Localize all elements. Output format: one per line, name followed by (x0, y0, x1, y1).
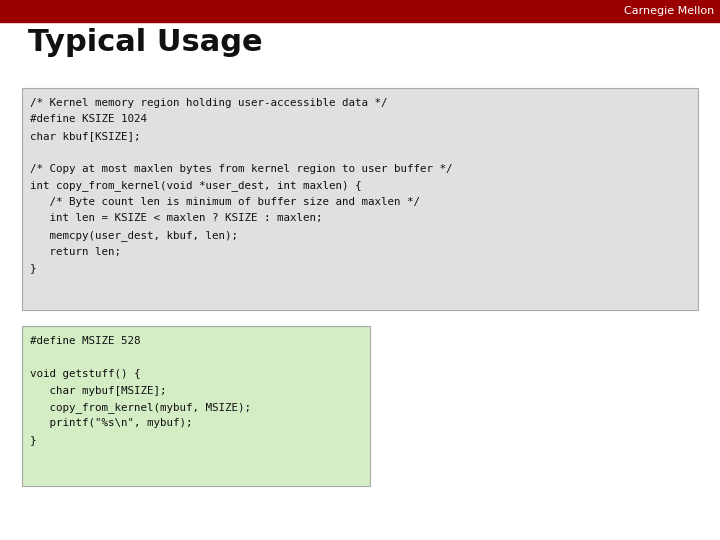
Text: #define MSIZE 528: #define MSIZE 528 (30, 336, 140, 346)
Text: int len = KSIZE < maxlen ? KSIZE : maxlen;: int len = KSIZE < maxlen ? KSIZE : maxle… (30, 213, 323, 224)
Text: }: } (30, 435, 37, 445)
Text: memcpy(user_dest, kbuf, len);: memcpy(user_dest, kbuf, len); (30, 230, 238, 241)
Text: /* Byte count len is minimum of buffer size and maxlen */: /* Byte count len is minimum of buffer s… (30, 197, 420, 207)
Text: Carnegie Mellon: Carnegie Mellon (624, 6, 714, 16)
FancyBboxPatch shape (22, 88, 698, 310)
Text: char mybuf[MSIZE];: char mybuf[MSIZE]; (30, 386, 166, 395)
Text: char kbuf[KSIZE];: char kbuf[KSIZE]; (30, 131, 140, 141)
Text: return len;: return len; (30, 246, 121, 256)
Text: printf("%s\n", mybuf);: printf("%s\n", mybuf); (30, 418, 192, 429)
Text: /* Kernel memory region holding user-accessible data */: /* Kernel memory region holding user-acc… (30, 98, 387, 108)
FancyBboxPatch shape (22, 326, 370, 486)
Text: Typical Usage: Typical Usage (28, 28, 263, 57)
Text: /* Copy at most maxlen bytes from kernel region to user buffer */: /* Copy at most maxlen bytes from kernel… (30, 164, 452, 174)
Text: copy_from_kernel(mybuf, MSIZE);: copy_from_kernel(mybuf, MSIZE); (30, 402, 251, 413)
Text: void getstuff() {: void getstuff() { (30, 369, 140, 379)
Bar (0, 0, 720, 22)
Text: #define KSIZE 1024: #define KSIZE 1024 (30, 114, 147, 125)
Text: }: } (30, 263, 37, 273)
Text: int copy_from_kernel(void *user_dest, int maxlen) {: int copy_from_kernel(void *user_dest, in… (30, 180, 361, 191)
